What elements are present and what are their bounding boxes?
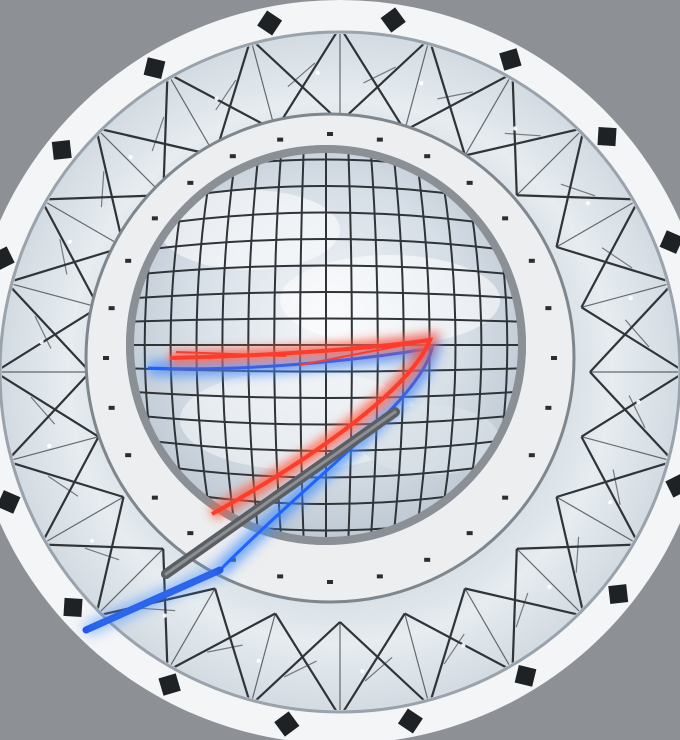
outer-glass-mullions xyxy=(2,34,678,710)
ring-square-lights xyxy=(0,7,680,737)
neon-sculpture xyxy=(82,331,442,637)
inner-frame xyxy=(126,145,526,545)
